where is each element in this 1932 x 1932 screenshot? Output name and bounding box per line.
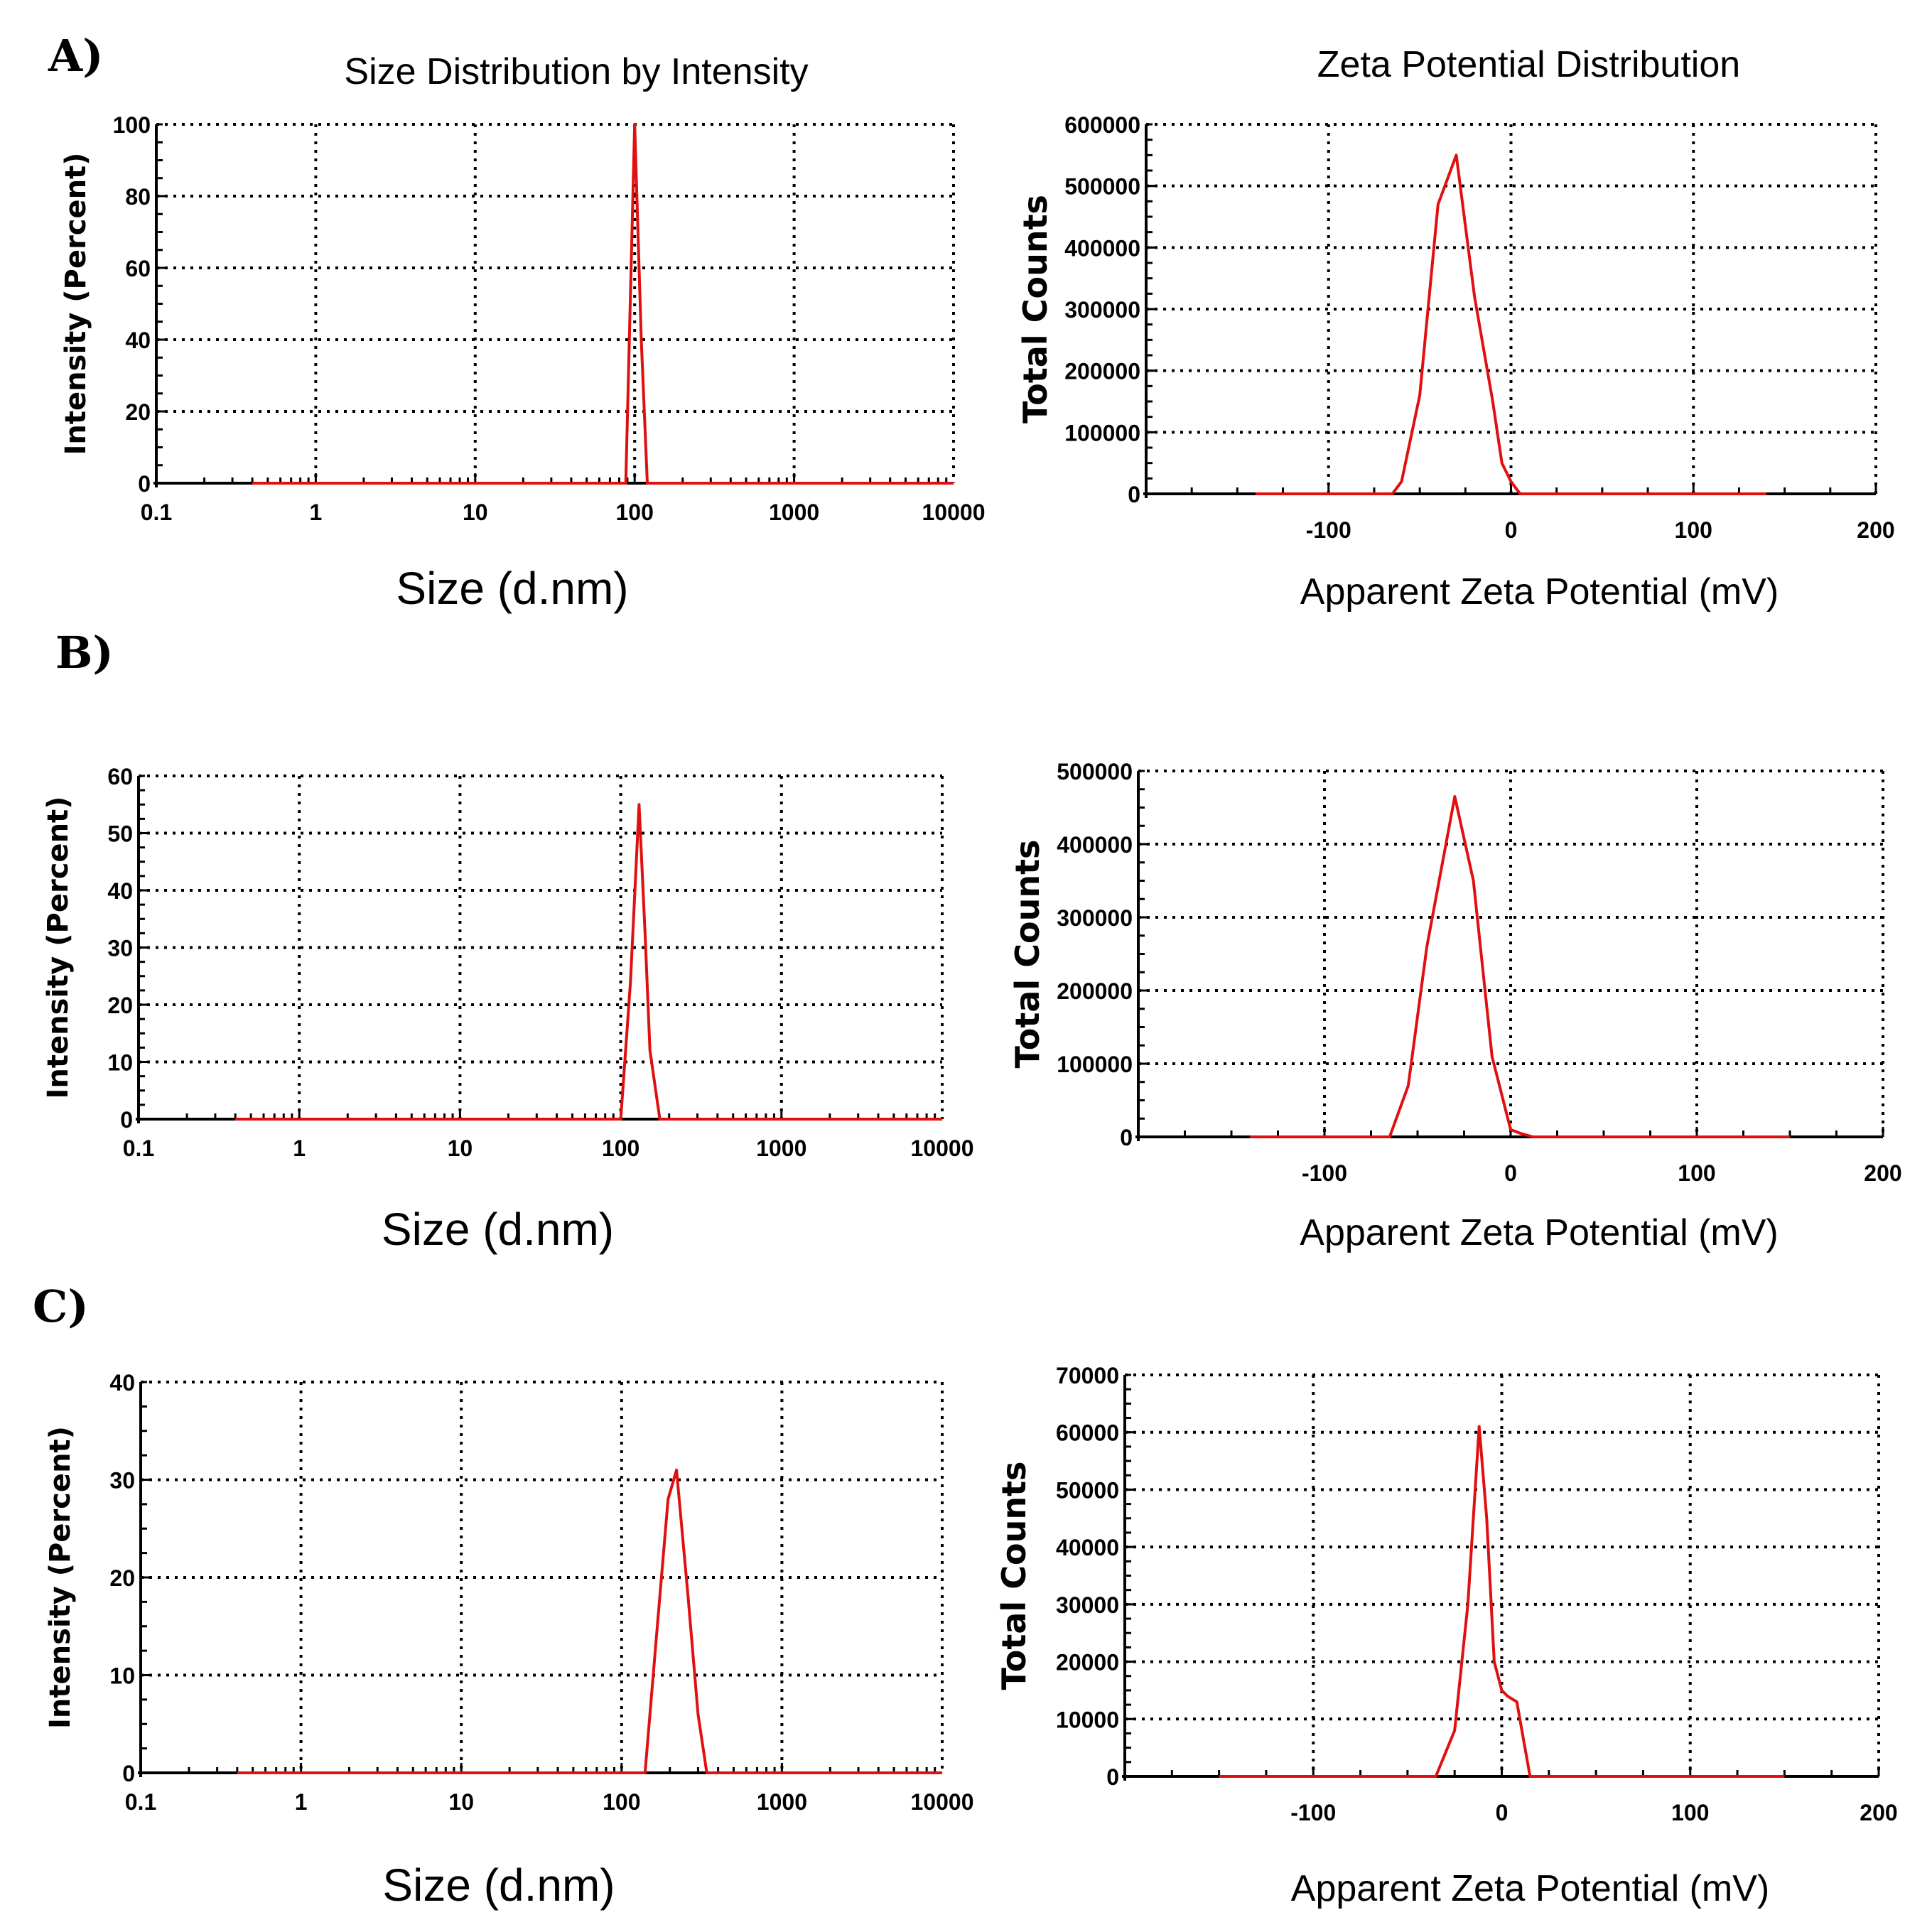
y-tick-label: 200000 <box>1064 359 1140 384</box>
x-axis-label: Size (d.nm) <box>382 1860 615 1911</box>
x-axis-label: Apparent Zeta Potential (mV) <box>1300 571 1779 612</box>
x-tick-label: 10 <box>448 1135 473 1161</box>
chart-c-zeta-potential: 0 10000 20000 30000 40000 50000 60000 70000 -100… <box>995 1363 1898 1909</box>
y-tick-label: 50000 <box>1056 1477 1119 1503</box>
series-line-0 <box>1219 1425 1785 1778</box>
chart-c-size-distribution: 0 10 20 30 40 0.1 1 10 100 1000 10000 Size (d.nm) In… <box>44 1370 973 1911</box>
x-axis-label: Size (d.nm) <box>382 1204 614 1255</box>
y-tick-label: 600000 <box>1064 112 1140 138</box>
y-tick-label: 50 <box>107 821 133 847</box>
panel-label-b: B) <box>55 627 114 679</box>
x-tick-label: 0 <box>1496 1800 1509 1825</box>
y-tick-label: 100000 <box>1057 1052 1133 1077</box>
x-tick-label: 0 <box>1505 517 1518 543</box>
y-tick-label: 0 <box>1106 1764 1119 1790</box>
x-tick-label: 1 <box>295 1789 308 1815</box>
series-line-0 <box>235 803 942 1121</box>
x-tick-label: 200 <box>1864 1160 1901 1186</box>
x-tick-label: 0 <box>1504 1160 1517 1186</box>
y-tick-label: 300000 <box>1057 905 1133 931</box>
panel-label-c: C) <box>33 1280 89 1332</box>
x-tick-label: -100 <box>1306 517 1351 543</box>
chart-a-zeta-potential: 0 100000 200000 300000 400000 500000 600000 -10… <box>1016 44 1895 612</box>
y-axis-label: Total Counts <box>995 1462 1033 1690</box>
x-tick-label: 1 <box>310 500 323 525</box>
y-tick-label: 80 <box>125 184 151 210</box>
y-tick-label: 10 <box>107 1050 133 1076</box>
y-tick-label: 300000 <box>1064 297 1140 323</box>
chart-b-zeta-potential: 0 100000 200000 300000 400000 500000 -100 0 100 2… <box>1008 759 1902 1253</box>
y-tick-label: 10 <box>109 1663 135 1689</box>
series-line-0 <box>1256 153 1766 495</box>
chart-b-size-distribution: 0 10 20 30 40 50 60 0.1 1 10 100 1000 10000 Size (d.n… <box>42 764 973 1255</box>
x-tick-label: 10000 <box>911 1135 974 1161</box>
x-tick-label: 10000 <box>911 1789 974 1815</box>
x-tick-label: 0.1 <box>123 1135 154 1161</box>
y-tick-label: 500000 <box>1064 174 1140 200</box>
x-tick-label: 1000 <box>757 1789 807 1815</box>
x-tick-label: -100 <box>1290 1800 1336 1825</box>
chart-title: Size Distribution by Intensity <box>344 51 808 92</box>
y-tick-label: 30000 <box>1056 1592 1119 1618</box>
x-tick-label: 100 <box>1678 1160 1715 1186</box>
y-tick-label: 30 <box>109 1468 135 1494</box>
chart-a-size-distribution: 0 20 40 60 80 100 0.1 1 10 100 1000 10000 Size Distr… <box>60 51 985 614</box>
x-tick-label: 1000 <box>769 500 819 525</box>
x-tick-label: 100 <box>1671 1800 1709 1825</box>
y-tick-label: 60 <box>107 764 133 789</box>
series-line-0 <box>252 123 954 485</box>
y-tick-label: 200000 <box>1057 978 1133 1004</box>
y-tick-label: 20 <box>125 399 151 425</box>
x-axis-label: Size (d.nm) <box>396 563 628 614</box>
series-line-0 <box>237 1468 942 1774</box>
y-tick-label: 400000 <box>1064 235 1140 261</box>
y-axis-label: Total Counts <box>1016 195 1054 423</box>
y-tick-label: 30 <box>107 936 133 961</box>
y-tick-label: 0 <box>122 1761 135 1786</box>
y-tick-label: 0 <box>1128 482 1140 507</box>
y-tick-label: 40 <box>109 1370 135 1396</box>
chart-title: Zeta Potential Distribution <box>1317 44 1740 85</box>
y-tick-label: 70000 <box>1056 1363 1119 1388</box>
x-tick-label: 100 <box>1675 517 1712 543</box>
y-axis-label: Intensity (Percent) <box>60 153 92 455</box>
y-axis-label: Intensity (Percent) <box>44 1426 77 1729</box>
x-tick-label: 100 <box>602 1135 639 1161</box>
y-tick-label: 40 <box>125 328 151 353</box>
x-tick-label: 1000 <box>756 1135 806 1161</box>
x-axis-label: Apparent Zeta Potential (mV) <box>1291 1868 1769 1909</box>
y-tick-label: 0 <box>1120 1125 1133 1150</box>
y-tick-label: 20000 <box>1056 1650 1119 1675</box>
y-tick-label: 60 <box>125 256 151 281</box>
x-tick-label: 10 <box>463 500 488 525</box>
y-tick-label: 20 <box>109 1565 135 1591</box>
x-tick-label: 100 <box>603 1789 640 1815</box>
y-tick-label: 0 <box>120 1107 133 1133</box>
x-tick-label: 10 <box>448 1789 474 1815</box>
y-tick-label: 400000 <box>1057 832 1133 858</box>
series-line-0 <box>1250 795 1790 1138</box>
y-tick-label: 20 <box>107 993 133 1018</box>
x-tick-label: 10000 <box>922 500 986 525</box>
y-tick-label: 10000 <box>1056 1707 1119 1732</box>
y-tick-label: 0 <box>138 471 151 497</box>
y-tick-label: 100 <box>113 112 151 138</box>
y-tick-label: 500000 <box>1057 759 1133 784</box>
y-tick-label: 60000 <box>1056 1420 1119 1446</box>
panel-label-a: A) <box>48 30 103 82</box>
x-tick-label: 1 <box>293 1135 306 1161</box>
y-tick-label: 40000 <box>1056 1535 1119 1560</box>
x-tick-label: 0.1 <box>125 1789 156 1815</box>
y-tick-label: 100000 <box>1064 420 1140 446</box>
x-tick-label: 0.1 <box>141 500 172 525</box>
y-axis-label: Intensity (Percent) <box>42 797 75 1099</box>
x-axis-label: Apparent Zeta Potential (mV) <box>1300 1212 1778 1253</box>
y-tick-label: 40 <box>107 878 133 904</box>
x-tick-label: -100 <box>1302 1160 1347 1186</box>
y-axis-label: Total Counts <box>1008 840 1047 1069</box>
x-tick-label: 200 <box>1857 517 1894 543</box>
x-tick-label: 100 <box>616 500 654 525</box>
x-tick-label: 200 <box>1860 1800 1897 1825</box>
